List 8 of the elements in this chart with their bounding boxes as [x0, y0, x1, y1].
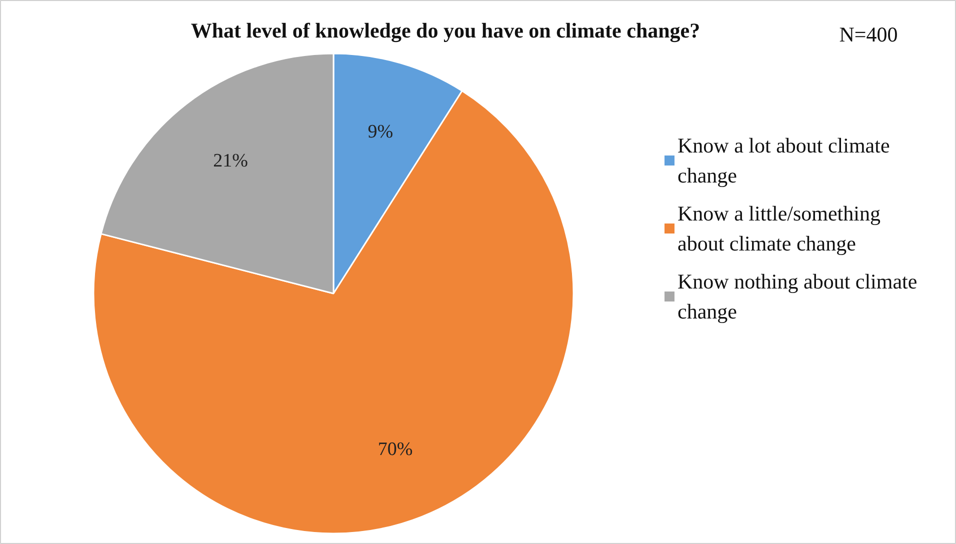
- text: N=400: [839, 22, 898, 46]
- data-label: 70%: [378, 439, 413, 460]
- chart-title: What level of knowledge do you have on climate change?: [190, 18, 700, 42]
- legend-label: Know a little/something about climate change: [678, 202, 881, 256]
- legend-label: Know a lot about climate change: [678, 134, 890, 188]
- legend-label: Know nothing about climate change: [678, 270, 918, 324]
- data-label: 21%: [213, 150, 248, 172]
- data-label: 9%: [368, 122, 394, 143]
